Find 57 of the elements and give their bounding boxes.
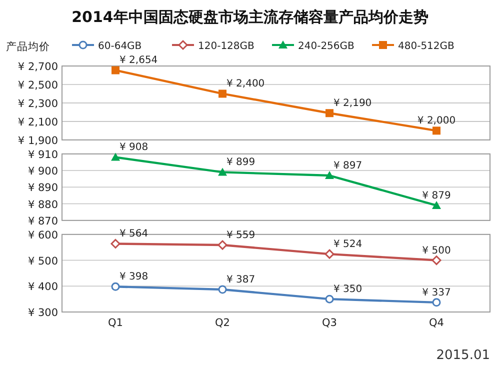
data-label: ¥ 908 <box>120 142 148 154</box>
y-tick-label: ¥ 2,500 <box>18 79 58 92</box>
data-label: ¥ 899 <box>226 157 256 168</box>
data-label: ¥ 398 <box>120 272 148 283</box>
x-tick-label: Q4 <box>429 317 444 329</box>
legend-label: 60-64GB <box>98 41 142 52</box>
y-tick-label: ¥ 2,100 <box>18 116 58 128</box>
y-axis-title: 产品均价 <box>6 40 50 53</box>
point <box>326 109 334 118</box>
data-label: ¥ 350 <box>334 284 362 296</box>
y-tick-label: ¥ 400 <box>28 281 58 294</box>
x-tick-label: Q2 <box>215 317 230 329</box>
point <box>432 256 442 266</box>
data-label: ¥ 2,000 <box>417 116 456 127</box>
data-label: ¥ 337 <box>422 287 451 298</box>
point <box>112 66 120 74</box>
point <box>432 200 441 209</box>
data-label: ¥ 879 <box>422 190 451 202</box>
point <box>111 282 120 291</box>
y-tick-label: ¥ 880 <box>28 198 58 211</box>
data-label: ¥ 2,654 <box>120 55 158 66</box>
point <box>111 152 120 161</box>
x-tick-label: Q3 <box>322 317 337 329</box>
point <box>325 171 334 180</box>
data-label: ¥ 2,190 <box>334 98 372 110</box>
y-tick-label: ¥ 600 <box>28 229 58 242</box>
point <box>432 126 440 135</box>
legend-label: 120-128GB <box>198 41 255 52</box>
point <box>110 238 120 248</box>
data-label: ¥ 564 <box>120 228 148 240</box>
y-tick-label: ¥ 910 <box>28 148 58 161</box>
point <box>218 168 227 176</box>
point <box>218 240 228 250</box>
data-label: ¥ 387 <box>226 274 256 286</box>
legend-label: 480-512GB <box>398 41 455 52</box>
data-label: ¥ 524 <box>334 239 362 250</box>
chart-title: 2014年中国固态硬盘市场主流存储容量产品均价走势 <box>72 8 428 26</box>
text: 2015.01 <box>436 348 490 363</box>
point <box>218 285 227 294</box>
y-tick-label: ¥ 890 <box>28 182 58 194</box>
point <box>325 294 334 304</box>
data-label: ¥ 500 <box>422 245 451 256</box>
y-tick-label: ¥ 2,700 <box>18 61 58 73</box>
y-tick-label: ¥ 900 <box>28 166 58 178</box>
x-tick-label: Q1 <box>108 317 123 329</box>
point <box>324 249 334 259</box>
data-label: ¥ 897 <box>334 160 362 172</box>
y-tick-label: ¥ 870 <box>28 215 58 228</box>
y-tick-label: ¥ 1,900 <box>18 134 58 147</box>
data-label: ¥ 2,400 <box>226 78 265 90</box>
legend-label: 240-256GB <box>298 41 355 52</box>
point <box>432 298 441 307</box>
data-label: ¥ 559 <box>226 230 256 242</box>
point <box>218 90 226 98</box>
y-tick-label: ¥ 2,300 <box>18 98 58 110</box>
y-tick-label: ¥ 500 <box>28 255 58 268</box>
y-tick-label: ¥ 300 <box>28 307 58 319</box>
